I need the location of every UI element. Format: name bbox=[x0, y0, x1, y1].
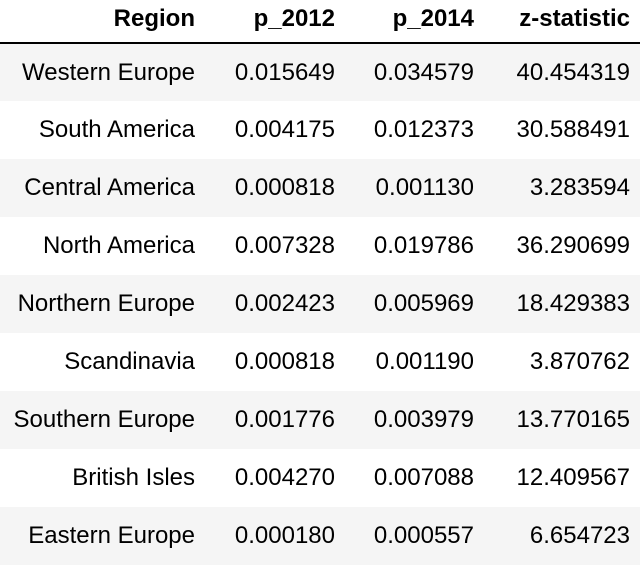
header-row: Region p_2012 p_2014 z-statistic bbox=[0, 0, 640, 44]
cell-p-2014: 0.012373 bbox=[373, 116, 474, 143]
cell-p-2014: 0.001190 bbox=[375, 348, 474, 375]
cell-p-2014: 0.003979 bbox=[373, 406, 474, 433]
cell-region: South America bbox=[38, 116, 195, 143]
table-row: North America 0.007328 0.019786 36.29069… bbox=[0, 217, 640, 275]
cell-p-2012: 0.000818 bbox=[234, 174, 335, 201]
column-header-p-2014: p_2014 bbox=[337, 0, 476, 44]
column-header-p-2012: p_2012 bbox=[197, 0, 337, 44]
cell-z-statistic: 12.409567 bbox=[516, 464, 630, 491]
table-row: Eastern Europe 0.000180 0.000557 6.65472… bbox=[0, 507, 640, 565]
table-row: South America 0.004175 0.012373 30.58849… bbox=[0, 101, 640, 159]
cell-region: North America bbox=[42, 232, 195, 259]
cell-p-2014: 0.034579 bbox=[373, 58, 474, 86]
table-row: Western Europe 0.015649 0.034579 40.4543… bbox=[0, 43, 640, 101]
cell-z-statistic: 30.588491 bbox=[516, 116, 630, 143]
cell-p-2012: 0.007328 bbox=[234, 232, 335, 259]
cell-z-statistic: 13.770165 bbox=[516, 406, 630, 433]
cell-region: Northern Europe bbox=[17, 290, 195, 317]
cell-z-statistic: 36.290699 bbox=[516, 232, 630, 259]
cell-region: British Isles bbox=[72, 464, 195, 491]
cell-region: Eastern Europe bbox=[28, 522, 195, 549]
table-row: British Isles 0.004270 0.007088 12.40956… bbox=[0, 449, 640, 507]
cell-p-2014: 0.001130 bbox=[375, 174, 474, 201]
table-body: Western Europe 0.015649 0.034579 40.4543… bbox=[0, 43, 640, 565]
cell-p-2012: 0.000818 bbox=[234, 348, 335, 375]
cell-z-statistic: 3.870762 bbox=[529, 348, 630, 375]
cell-region: Western Europe bbox=[22, 58, 195, 86]
cell-region: Scandinavia bbox=[64, 348, 195, 375]
table-row: Scandinavia 0.000818 0.001190 3.870762 bbox=[0, 333, 640, 391]
table-row: Northern Europe 0.002423 0.005969 18.429… bbox=[0, 275, 640, 333]
cell-p-2014: 0.019786 bbox=[373, 232, 474, 259]
cell-z-statistic: 40.454319 bbox=[516, 58, 630, 86]
cell-p-2014: 0.005969 bbox=[373, 290, 474, 317]
cell-p-2014: 0.000557 bbox=[373, 522, 474, 549]
cell-z-statistic: 6.654723 bbox=[529, 522, 630, 549]
table-header: Region p_2012 p_2014 z-statistic bbox=[0, 0, 640, 44]
table-row: Central America 0.000818 0.001130 3.2835… bbox=[0, 159, 640, 217]
cell-p-2012: 0.002423 bbox=[234, 290, 335, 317]
column-header-z-statistic: z-statistic bbox=[476, 0, 640, 44]
cell-z-statistic: 18.429383 bbox=[516, 290, 630, 317]
cell-p-2012: 0.004175 bbox=[234, 116, 335, 143]
cell-z-statistic: 3.283594 bbox=[529, 174, 630, 201]
table-row: Southern Europe 0.001776 0.003979 13.770… bbox=[0, 391, 640, 449]
cell-region: Southern Europe bbox=[13, 406, 195, 433]
column-header-region: Region bbox=[0, 0, 197, 44]
cell-p-2012: 0.001776 bbox=[234, 406, 335, 433]
cell-p-2012: 0.015649 bbox=[234, 58, 335, 86]
cell-region: Central America bbox=[24, 174, 195, 201]
cell-p-2012: 0.004270 bbox=[234, 464, 335, 491]
cell-p-2014: 0.007088 bbox=[373, 464, 474, 491]
cell-p-2012: 0.000180 bbox=[234, 522, 335, 549]
